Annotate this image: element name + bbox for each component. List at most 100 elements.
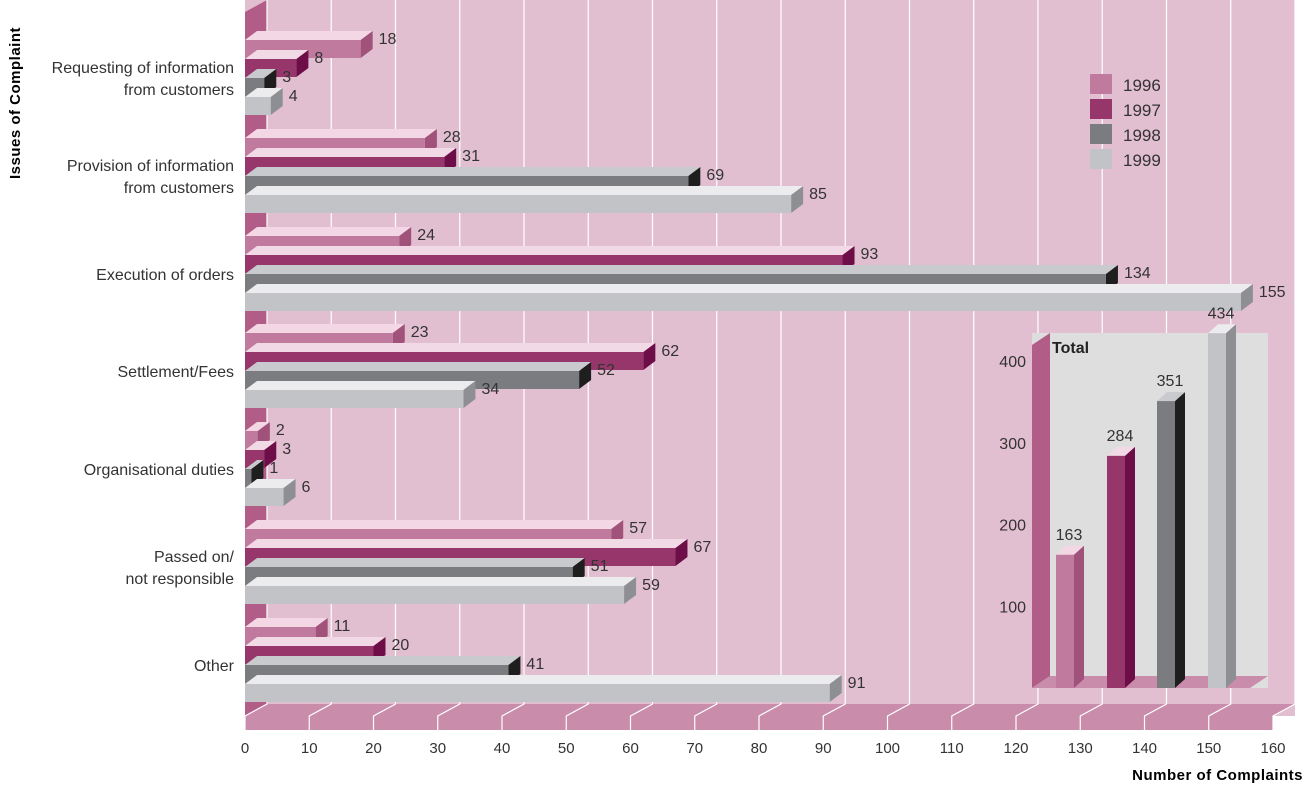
bar-top <box>245 69 277 78</box>
bar-side <box>579 362 592 389</box>
legend-label: 1998 <box>1123 126 1161 145</box>
x-tick-label: 40 <box>494 740 511 757</box>
inset-value-label: 434 <box>1208 305 1235 322</box>
value-label: 4 <box>289 88 298 105</box>
value-label: 20 <box>392 637 410 654</box>
bar-top <box>245 577 637 586</box>
bar <box>245 390 464 408</box>
bar-side <box>463 381 476 408</box>
category-label-line: Organisational duties <box>84 462 234 479</box>
x-tick-label: 130 <box>1068 740 1093 757</box>
value-label: 1 <box>269 460 278 477</box>
bar-top <box>245 265 1118 274</box>
grid-line <box>1272 0 1296 730</box>
bar-top <box>245 520 624 529</box>
bar-top <box>245 618 328 627</box>
x-tick-label: 110 <box>940 740 964 757</box>
category-label-line: Other <box>194 658 235 675</box>
value-label: 93 <box>861 246 879 263</box>
inset-title: Total <box>1052 340 1089 357</box>
bar-top <box>245 479 296 488</box>
x-tick-label: 140 <box>1132 740 1157 757</box>
bar-top <box>245 186 804 195</box>
bar-top <box>245 656 521 665</box>
category-label-line: Requesting of information <box>52 60 234 77</box>
bar-top <box>245 148 457 157</box>
bar-side <box>829 675 842 702</box>
bar-top <box>245 343 656 352</box>
inset-y-tick-label: 100 <box>999 599 1026 616</box>
bar <box>245 684 830 702</box>
value-label: 67 <box>693 539 711 556</box>
value-label: 3 <box>282 441 291 458</box>
bar-top <box>245 539 688 548</box>
legend-swatch <box>1090 99 1112 119</box>
x-axis-title: Number of Complaints <box>1132 767 1303 784</box>
inset-y-tick-label: 200 <box>999 518 1026 535</box>
bar-top <box>245 129 437 138</box>
inset-bar-top <box>1107 446 1135 456</box>
x-tick-label: 60 <box>622 740 639 757</box>
bar <box>245 586 625 604</box>
inset-bar-top <box>1157 392 1185 402</box>
bar-side <box>360 31 373 58</box>
value-label: 52 <box>597 362 615 379</box>
category-label: Other <box>194 658 235 675</box>
bar-series-group <box>245 31 1253 702</box>
bar-top <box>245 362 592 371</box>
x-tick-label: 150 <box>1196 740 1221 757</box>
value-label: 2 <box>276 422 285 439</box>
bar-side <box>675 539 688 566</box>
bar-side <box>643 343 656 370</box>
inset-bar-side <box>1125 446 1135 688</box>
value-label: 34 <box>481 381 499 398</box>
category-label: Settlement/Fees <box>118 364 235 381</box>
category-label-line: from customers <box>124 180 234 197</box>
x-tick-label: 100 <box>875 740 900 757</box>
inset-bar-top <box>1208 324 1236 334</box>
bar-top <box>245 50 309 59</box>
legend-swatch <box>1090 74 1112 94</box>
value-label: 3 <box>282 69 291 86</box>
value-label: 11 <box>334 618 351 635</box>
legend-label: 1997 <box>1123 101 1161 120</box>
bar-top <box>245 167 701 176</box>
legend: 1996 1997 1998 1999 <box>1090 74 1161 170</box>
total-inset-chart: Total 100 200 300 400 163 284 351 434 <box>999 305 1268 688</box>
bar-top <box>245 675 842 684</box>
bar-top <box>245 558 585 567</box>
inset-bar-side <box>1074 545 1084 688</box>
grid-line <box>951 0 975 730</box>
value-label: 57 <box>629 520 647 537</box>
inset-left-wall <box>1032 333 1050 688</box>
x-tick-label: 80 <box>751 740 768 757</box>
x-tick-label: 70 <box>686 740 703 757</box>
bar-top <box>245 246 855 255</box>
category-label: Passed on/not responsible <box>125 549 234 588</box>
x-tick-label: 50 <box>558 740 575 757</box>
legend-label: 1996 <box>1123 76 1161 95</box>
x-tick-label: 10 <box>301 740 318 757</box>
grid-line <box>822 0 846 730</box>
category-label-line: Provision of information <box>67 158 234 175</box>
value-label: 62 <box>661 343 679 360</box>
value-label: 41 <box>526 656 544 673</box>
bar <box>245 195 792 213</box>
value-label: 134 <box>1124 265 1151 282</box>
category-label: Provision of information from customers <box>67 158 234 197</box>
inset-bar <box>1107 455 1125 688</box>
bar <box>245 469 252 487</box>
bar-side <box>296 50 309 77</box>
value-label: 91 <box>848 675 866 692</box>
category-label-line: not responsible <box>125 571 234 588</box>
x-tick-label: 160 <box>1260 740 1285 757</box>
category-label-line: Execution of orders <box>96 267 234 284</box>
x-axis-ticks: 0 10 20 30 40 50 60 70 80 90 100 110 120 130 140 150 160 <box>241 740 1286 757</box>
inset-value-label: 284 <box>1107 428 1134 445</box>
bar <box>245 97 271 115</box>
value-label: 69 <box>706 167 724 184</box>
grid-line <box>886 0 911 730</box>
value-label: 8 <box>314 50 323 67</box>
bar-side <box>283 479 296 506</box>
bar-top <box>245 637 386 646</box>
